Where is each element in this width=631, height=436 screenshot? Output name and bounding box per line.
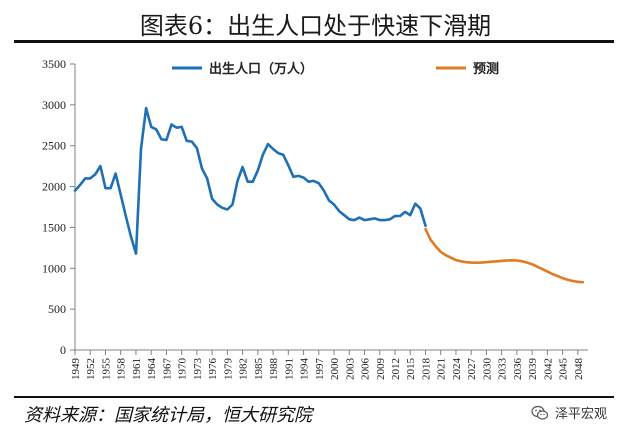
y-tick-label: 0	[60, 343, 66, 357]
x-tick-label: 1973	[192, 358, 204, 381]
x-tick-label: 2024	[451, 358, 463, 381]
x-tick-label: 1967	[161, 358, 173, 381]
x-tick-label: 2018	[420, 358, 432, 381]
legend-label: 出生人口（万人）	[209, 61, 313, 76]
x-tick-label: 1997	[314, 358, 326, 381]
x-tick-label: 1949	[70, 358, 82, 381]
y-tick-label: 3500	[42, 57, 66, 71]
x-tick-label: 1970	[177, 358, 189, 381]
x-tick-label: 2021	[436, 358, 448, 380]
x-tick-label: 2000	[329, 358, 341, 381]
source-note: 资料来源：国家统计局，恒大研究院	[24, 405, 312, 426]
x-tick-label: 2015	[405, 358, 417, 381]
x-tick-label: 2045	[558, 358, 570, 381]
y-tick-label: 2000	[42, 180, 66, 194]
legend-label: 预测	[473, 61, 499, 76]
series-line-actual	[73, 106, 427, 255]
y-tick-label: 1500	[42, 220, 66, 234]
x-tick-label: 1988	[268, 358, 280, 381]
x-tick-label: 1985	[253, 358, 265, 381]
x-tick-label: 2012	[390, 358, 402, 380]
x-tick-label: 1994	[299, 358, 311, 381]
x-tick-label: 2009	[375, 358, 387, 381]
y-tick-label: 3000	[42, 98, 66, 112]
x-tick-label: 1955	[100, 358, 112, 381]
x-tick-label: 2030	[481, 358, 493, 381]
x-tick-label: 1979	[222, 358, 234, 381]
x-tick-label: 2033	[497, 357, 509, 380]
line-chart: 0 500 1000 1500 2000 2500 3000 3500 1949 1952 1955…	[42, 57, 588, 381]
watermark-text: 泽平宏观	[554, 407, 607, 422]
y-tick-label: 1000	[42, 261, 66, 275]
x-tick-label: 1976	[207, 358, 219, 381]
x-tick-label: 2027	[466, 358, 478, 381]
y-tick-label: 2500	[42, 139, 66, 153]
x-tick-label: 1982	[238, 358, 250, 380]
x-tick-label: 2003	[344, 358, 356, 381]
chart-title: 图表6：出生人口处于快速下滑期	[139, 12, 492, 40]
x-tick-label: 2039	[527, 358, 539, 381]
x-tick-label: 1952	[85, 358, 97, 380]
x-tick-label: 1961	[131, 358, 143, 380]
wechat-icon	[531, 405, 549, 420]
x-tick-label: 2042	[542, 358, 554, 380]
x-tick-label: 1991	[283, 358, 295, 380]
x-tick-label: 2048	[573, 358, 585, 381]
bottom-rule	[14, 396, 614, 398]
x-tick-label: 1964	[146, 358, 158, 381]
x-tick-label: 2006	[360, 358, 372, 381]
series-line-forecast	[424, 227, 585, 284]
x-tick-label: 2036	[512, 358, 524, 381]
y-tick-label: 500	[48, 302, 66, 316]
top-rule	[14, 40, 614, 43]
watermark: 泽平宏观	[531, 403, 607, 422]
x-tick-label: 1958	[116, 358, 128, 381]
